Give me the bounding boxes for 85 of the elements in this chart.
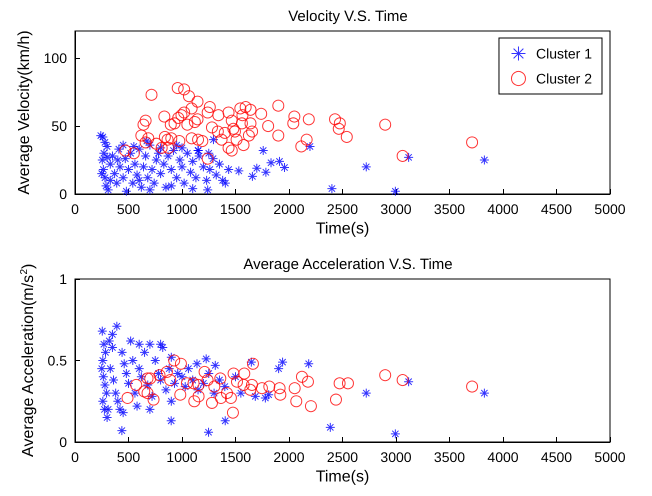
point (208, 380, 220, 393)
point (231, 376, 243, 388)
point (290, 395, 302, 408)
y-tick-label: 1 (59, 271, 68, 287)
y-tick-label: 50 (51, 118, 68, 134)
point (342, 377, 354, 390)
point (164, 374, 176, 386)
y-tick-label: 0 (59, 186, 68, 202)
point (226, 406, 239, 419)
y-tick-label: 100 (44, 50, 68, 66)
y-tick-label: 0.5 (48, 352, 68, 368)
point (244, 384, 256, 396)
point (288, 382, 301, 394)
x-tick-label: 4500 (540, 201, 572, 217)
x-tick-label: 3500 (434, 449, 466, 465)
point (192, 390, 205, 402)
x-tick-label: 1500 (220, 449, 252, 465)
x-tick-label: 1000 (166, 201, 198, 217)
x-tick-label: 4000 (487, 449, 519, 465)
point (466, 380, 478, 393)
point (188, 395, 200, 408)
point (214, 392, 227, 404)
point (246, 378, 258, 391)
point (144, 372, 156, 384)
point (214, 372, 226, 384)
x-tick-label: 4500 (540, 449, 572, 465)
point (304, 400, 317, 412)
point (198, 366, 211, 378)
point (154, 369, 166, 382)
point (192, 378, 205, 391)
y-tick-label: 0 (59, 434, 68, 450)
x-tick-label: 1000 (166, 449, 198, 465)
x-tick-label: 2000 (273, 201, 305, 217)
point (228, 368, 240, 380)
point (224, 392, 237, 404)
point (302, 376, 314, 388)
point (246, 358, 259, 370)
x-tick-label: 500 (116, 449, 140, 465)
point (138, 385, 150, 398)
point (130, 378, 142, 391)
x-axis-title: Time(s) (316, 220, 370, 238)
point (180, 377, 193, 390)
legend-label: Cluster 1 (536, 46, 592, 62)
point (142, 387, 154, 400)
x-tick-label: 1500 (220, 201, 252, 217)
point (238, 378, 250, 391)
point (296, 370, 308, 383)
point (174, 358, 187, 370)
x-tick-label: 4000 (487, 201, 519, 217)
y-axis-title: Average Acceleration(m/s2) (19, 264, 38, 457)
x-tick-label: 2000 (273, 449, 305, 465)
point (263, 380, 276, 393)
point (122, 392, 134, 404)
point (168, 354, 180, 366)
point (148, 394, 160, 406)
point (202, 374, 214, 386)
x-tick-label: 3000 (380, 449, 412, 465)
point (274, 382, 286, 394)
x-axis-title: Time(s) (316, 468, 370, 486)
point (160, 366, 173, 378)
x-tick-label: 500 (116, 201, 140, 217)
x-tick-label: 0 (71, 201, 80, 217)
chart-title: Velocity V.S. Time (288, 8, 408, 25)
point (256, 382, 268, 394)
point (142, 372, 154, 384)
x-tick-label: 5000 (594, 449, 626, 465)
point (274, 388, 286, 401)
chart-title: Average Acceleration V.S. Time (243, 256, 453, 273)
point (220, 387, 233, 400)
point (188, 377, 200, 390)
point (334, 377, 346, 390)
x-tick-label: 3000 (380, 201, 412, 217)
legend-label: Cluster 2 (536, 70, 592, 86)
x-tick-label: 2500 (326, 449, 358, 465)
x-tick-label: 0 (71, 449, 80, 465)
x-tick-label: 2500 (326, 201, 358, 217)
x-tick-label: 3500 (434, 201, 466, 217)
point (238, 368, 250, 380)
x-tick-label: 5000 (594, 201, 626, 217)
y-axis-title: Average Velocity(km/h) (16, 30, 34, 195)
point (330, 394, 342, 406)
point (174, 388, 186, 401)
point (396, 374, 409, 386)
point (206, 396, 218, 409)
point (379, 369, 392, 382)
